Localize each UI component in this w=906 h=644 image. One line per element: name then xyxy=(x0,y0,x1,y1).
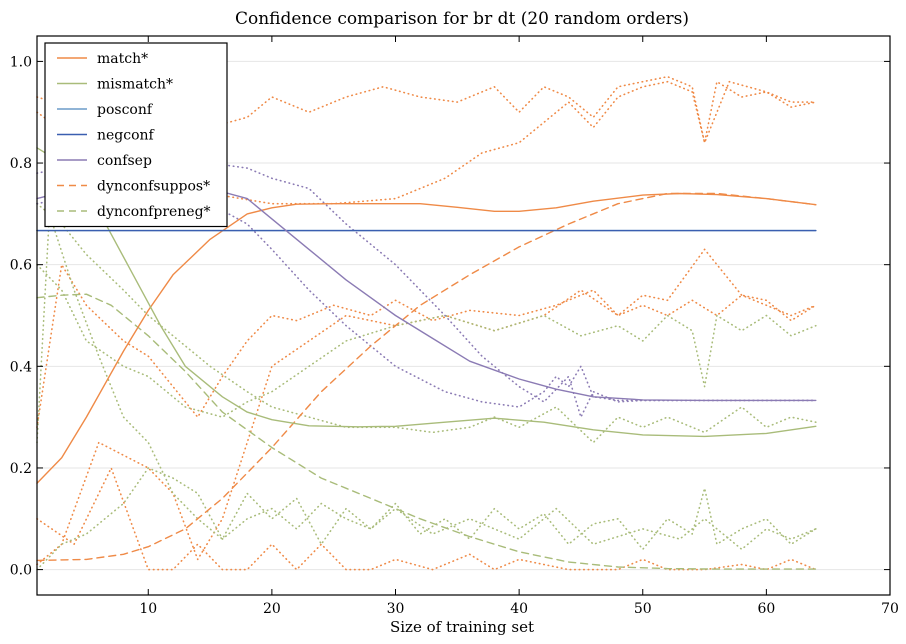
y-tick-label: 0.6 xyxy=(10,258,32,274)
legend-label: mismatch* xyxy=(97,77,173,93)
series-mismatch xyxy=(36,147,817,438)
x-tick-label: 50 xyxy=(634,601,652,617)
dotted-trace-14 xyxy=(36,467,817,571)
dotted-trace-8 xyxy=(36,80,817,205)
dotted-trace-11 xyxy=(36,467,817,571)
legend-label: confsep xyxy=(97,153,152,169)
legend-label: match* xyxy=(97,51,148,67)
dotted-trace-15 xyxy=(36,263,817,418)
plot-frame xyxy=(36,35,891,596)
series-lines xyxy=(36,75,817,571)
y-tick-label: 0.2 xyxy=(10,461,32,477)
dotted-trace-13 xyxy=(36,213,817,551)
dotted-trace-16 xyxy=(36,157,817,418)
y-tick-label: 1.0 xyxy=(10,54,32,70)
x-tick-label: 20 xyxy=(263,601,281,617)
x-tick-label: 60 xyxy=(757,601,775,617)
chart-title: Confidence comparison for br dt (20 rand… xyxy=(235,9,689,29)
x-tick-label: 10 xyxy=(139,601,157,617)
dotted-trace-9 xyxy=(36,248,817,429)
dotted-trace-7 xyxy=(36,75,817,144)
series-dynconfpreneg xyxy=(36,293,817,570)
dotted-trace-12 xyxy=(36,202,817,444)
x-tick-label: 70 xyxy=(881,601,899,617)
legend: match* mismatch* posconf negconf confsep dync… xyxy=(44,42,228,228)
axes: 10 20 30 40 50 60 70 0.0 0.2 0.4 0.6 0.8 1.0 xyxy=(10,35,899,617)
x-tick-label: 40 xyxy=(510,601,528,617)
legend-label: dynconfpreneg* xyxy=(97,204,211,220)
dotted-trace-17 xyxy=(36,187,817,408)
legend-label: dynconfsuppos* xyxy=(97,179,210,195)
y-tick-label: 0.8 xyxy=(10,156,32,172)
x-axis-label: Size of training set xyxy=(390,618,534,636)
y-tick-label: 0.4 xyxy=(10,359,32,375)
legend-label: negconf xyxy=(97,128,156,144)
x-tick-label: 30 xyxy=(387,601,405,617)
legend-label: posconf xyxy=(97,102,154,118)
y-tick-label: 0.0 xyxy=(10,563,32,579)
series-match xyxy=(36,192,817,484)
